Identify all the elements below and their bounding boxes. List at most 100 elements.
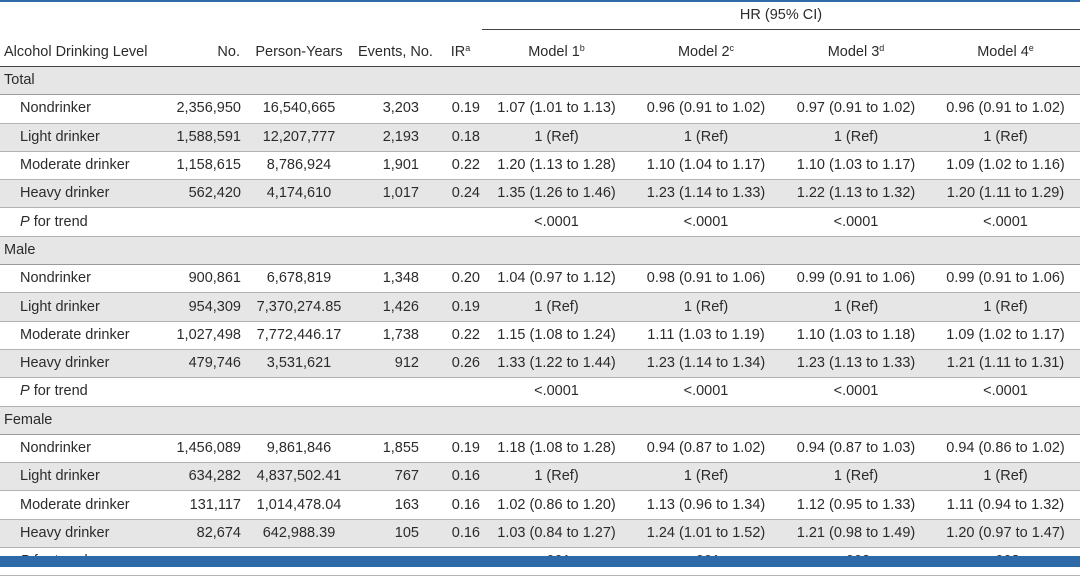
trend-label: P for trend (0, 377, 168, 407)
col-header-model1: Model 1b (482, 29, 631, 67)
cell-model3: 1 (Ref) (781, 462, 931, 492)
cell-person-years: 8,786,924 (246, 151, 352, 181)
cell-person-years: 7,370,274.85 (246, 292, 352, 322)
cell-model3: 1.21 (0.98 to 1.49) (781, 519, 931, 549)
trend-p-symbol: P (20, 213, 30, 230)
row-label: Light drinker (0, 462, 168, 492)
cell-model4: 1 (Ref) (931, 123, 1080, 152)
col-header-model3: Model 3d (781, 29, 931, 67)
cell-no: 954,309 (168, 292, 246, 322)
cell-model2: 0.94 (0.87 to 1.02) (631, 434, 781, 464)
table-row: Nondrinker 2,356,950 16,540,665 3,203 0.19 1.… (0, 94, 1080, 124)
row-label: Moderate drinker (0, 321, 168, 350)
col-header-model3-text: Model 3 (827, 44, 880, 60)
table-row: Nondrinker 1,456,089 9,861,846 1,855 0.19 1.1… (0, 434, 1080, 464)
cell-ir: 0.18 (439, 123, 482, 152)
row-label: Light drinker (0, 292, 168, 322)
trend-model3: <.0001 (781, 377, 931, 407)
cell-model3: 0.94 (0.87 to 1.03) (781, 434, 931, 464)
hr-group-header-row: HR (95% CI) (0, 2, 1080, 30)
trend-row: P for trend <.0001 <.0001 <.0001 <.0001 (0, 377, 1080, 407)
row-label: Heavy drinker (0, 519, 168, 549)
cell-model1: 1.07 (1.01 to 1.13) (482, 94, 631, 124)
cell-events: 1,348 (352, 264, 439, 294)
table-body: Total Nondrinker 2,356,950 16,540,665 3,203 0… (0, 66, 1080, 576)
cell-model2: 1.10 (1.04 to 1.17) (631, 151, 781, 181)
trend-label: P for trend (0, 207, 168, 237)
row-label: Heavy drinker (0, 349, 168, 379)
trend-model1: <.0001 (482, 377, 631, 407)
cell-model4: 0.99 (0.91 to 1.06) (931, 264, 1080, 294)
cell-model4: 1.09 (1.02 to 1.16) (931, 151, 1080, 181)
section-row: Male (0, 236, 1080, 266)
empty-cell (246, 377, 352, 407)
cell-ir: 0.22 (439, 151, 482, 181)
cell-ir: 0.19 (439, 434, 482, 464)
empty-cell (168, 207, 246, 237)
col-header-model2-footnote: c (729, 43, 735, 53)
trend-row: P for trend <.0001 <.0001 <.0001 <.0001 (0, 207, 1080, 237)
cell-model2: 1.13 (0.96 to 1.34) (631, 490, 781, 520)
cell-events: 1,738 (352, 321, 439, 350)
cell-model2: 1.24 (1.01 to 1.52) (631, 519, 781, 549)
trend-label-text: for trend (29, 213, 88, 230)
trend-model2: <.0001 (631, 207, 781, 237)
table-row: Light drinker 954,309 7,370,274.85 1,426 0.1… (0, 292, 1080, 322)
row-label: Light drinker (0, 123, 168, 152)
cell-model1: 1 (Ref) (482, 292, 631, 322)
cell-ir: 0.16 (439, 519, 482, 549)
cell-model4: 1.21 (1.11 to 1.31) (931, 349, 1080, 379)
row-label: Nondrinker (0, 94, 168, 124)
col-header-model2: Model 2c (631, 29, 781, 67)
cell-model3: 1.10 (1.03 to 1.17) (781, 151, 931, 181)
cell-no: 479,746 (168, 349, 246, 379)
table-row: Nondrinker 900,861 6,678,819 1,348 0.20 1.04 … (0, 264, 1080, 294)
trend-label-text: for trend (29, 383, 88, 400)
col-header-model4: Model 4e (931, 29, 1080, 67)
cell-no: 634,282 (168, 462, 246, 492)
col-header-model1-footnote: b (579, 43, 585, 53)
cell-model4: 1 (Ref) (931, 292, 1080, 322)
cell-no: 562,420 (168, 179, 246, 209)
col-header-model4-text: Model 4 (977, 44, 1029, 60)
trend-model4: <.0001 (931, 207, 1080, 237)
cell-ir: 0.20 (439, 264, 482, 294)
section-row: Female (0, 406, 1080, 435)
cell-events: 1,017 (352, 179, 439, 209)
cell-model3: 0.99 (0.91 to 1.06) (781, 264, 931, 294)
cell-model3: 1.12 (0.95 to 1.33) (781, 490, 931, 520)
cell-no: 131,117 (168, 490, 246, 520)
cell-model1: 1.03 (0.84 to 1.27) (482, 519, 631, 549)
cell-no: 1,158,615 (168, 151, 246, 181)
cell-model1: 1.35 (1.26 to 1.46) (482, 179, 631, 209)
table-row: Heavy drinker 479,746 3,531,621 912 0.26 1.33… (0, 349, 1080, 379)
cell-model2: 1.23 (1.14 to 1.34) (631, 349, 781, 379)
cell-model3: 1.22 (1.13 to 1.32) (781, 179, 931, 209)
col-header-ir: IRa (439, 29, 482, 67)
section-title: Male (0, 236, 1080, 266)
empty-cell (352, 207, 439, 237)
table-row: Heavy drinker 562,420 4,174,610 1,017 0.24 1.… (0, 179, 1080, 209)
cell-person-years: 4,837,502.41 (246, 462, 352, 492)
cell-ir: 0.24 (439, 179, 482, 209)
col-header-person-years: Person-Years (246, 29, 352, 67)
cell-no: 1,456,089 (168, 434, 246, 464)
trend-model4: <.0001 (931, 377, 1080, 407)
cell-events: 912 (352, 349, 439, 379)
cell-events: 105 (352, 519, 439, 549)
cell-model1: 1.18 (1.08 to 1.28) (482, 434, 631, 464)
cell-events: 1,426 (352, 292, 439, 322)
cell-events: 1,901 (352, 151, 439, 181)
table-row: Moderate drinker 1,158,615 8,786,924 1,901 0… (0, 151, 1080, 181)
row-label: Nondrinker (0, 434, 168, 464)
cell-model4: 1 (Ref) (931, 462, 1080, 492)
cell-events: 1,855 (352, 434, 439, 464)
empty-cell (439, 207, 482, 237)
col-header-model1-text: Model 1 (528, 44, 580, 60)
cell-person-years: 4,174,610 (246, 179, 352, 209)
row-label: Nondrinker (0, 264, 168, 294)
empty-cell (168, 377, 246, 407)
cell-events: 2,193 (352, 123, 439, 152)
cell-model1: 1.02 (0.86 to 1.20) (482, 490, 631, 520)
